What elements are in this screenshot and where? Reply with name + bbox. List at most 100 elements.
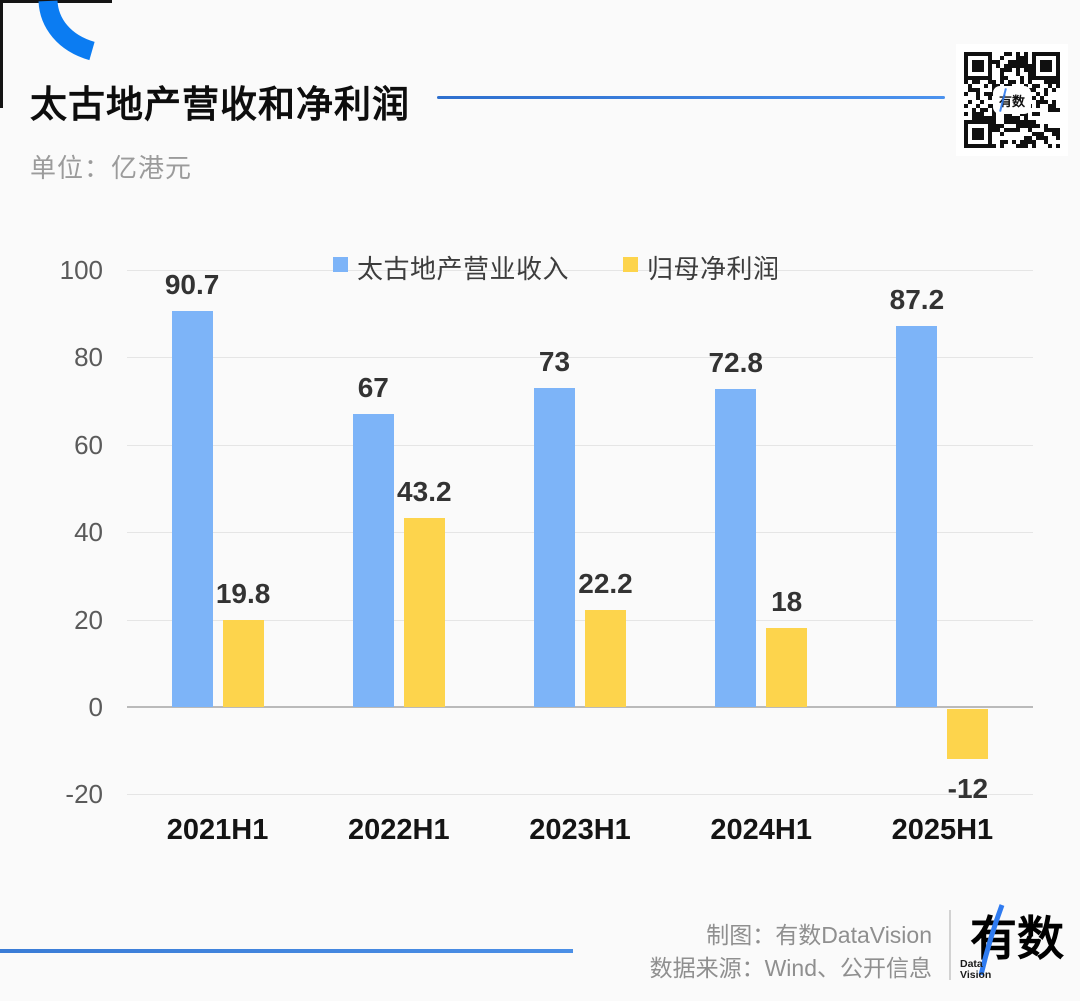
qr-module [988, 68, 992, 72]
qr-module [972, 112, 976, 116]
qr-module [984, 120, 988, 124]
qr-module [1052, 80, 1056, 84]
qr-module [972, 144, 976, 148]
qr-module [976, 116, 980, 120]
qr-module [1044, 52, 1048, 56]
qr-module [1020, 140, 1024, 144]
qr-module [1024, 136, 1028, 140]
qr-module [992, 60, 996, 64]
qr-module [1032, 144, 1036, 148]
qr-module [1016, 64, 1020, 68]
qr-module [1016, 56, 1020, 60]
qr-module [1056, 52, 1060, 56]
chart-legend: 太古地产营业收入 归母净利润 [333, 249, 780, 286]
qr-module [1016, 68, 1020, 72]
qr-module [1000, 140, 1004, 144]
qr-module [992, 112, 996, 116]
qr-module [1044, 140, 1048, 144]
qr-module [980, 132, 984, 136]
qr-module [980, 100, 984, 104]
qr-module [1032, 72, 1036, 76]
qr-module [1032, 76, 1036, 80]
qr-module [980, 120, 984, 124]
qr-module [1020, 64, 1024, 68]
qr-module [1052, 76, 1056, 80]
qr-module [1032, 112, 1036, 116]
qr-module [964, 80, 968, 84]
qr-module [1036, 124, 1040, 128]
footer-accent-line [0, 949, 573, 953]
qr-module [1056, 136, 1060, 140]
qr-module [976, 128, 980, 132]
qr-module [1032, 84, 1036, 88]
qr-module [1040, 52, 1044, 56]
legend-swatch-revenue-icon [333, 257, 348, 272]
qr-module [988, 80, 992, 84]
qr-module [984, 92, 988, 96]
qr-module [984, 84, 988, 88]
qr-module [1024, 68, 1028, 72]
qr-module [1000, 72, 1004, 76]
qr-module [1016, 60, 1020, 64]
qr-module [1008, 60, 1012, 64]
qr-module [1032, 56, 1036, 60]
qr-module [964, 104, 968, 108]
qr-module [1056, 80, 1060, 84]
qr-module [1028, 128, 1032, 132]
qr-module [1052, 88, 1056, 92]
qr-module [1040, 100, 1044, 104]
qr-module [996, 128, 1000, 132]
qr-module [1020, 144, 1024, 148]
qr-module [1044, 124, 1048, 128]
credit-maker: 制图：有数DataVision [706, 922, 932, 948]
legend-item-profit: 归母净利润 [623, 249, 780, 286]
footer-credits: 制图：有数DataVision 数据来源：Wind、公开信息 [650, 919, 932, 985]
qr-module [992, 120, 996, 124]
qr-module [1040, 96, 1044, 100]
qr-module [964, 144, 968, 148]
qr-module [1004, 116, 1008, 120]
qr-module [1012, 64, 1016, 68]
qr-module [1052, 52, 1056, 56]
qr-module [988, 72, 992, 76]
qr-module [1052, 128, 1056, 132]
legend-item-revenue: 太古地产营业收入 [333, 249, 569, 286]
qr-module [1008, 80, 1012, 84]
qr-module [1044, 68, 1048, 72]
qr-module [964, 140, 968, 144]
qr-module [1000, 144, 1004, 148]
qr-module [1012, 80, 1016, 84]
qr-module [980, 116, 984, 120]
qr-module [988, 56, 992, 60]
gridline-100 [127, 270, 1033, 271]
qr-module [996, 60, 1000, 64]
qr-module [1024, 144, 1028, 148]
qr-module [976, 52, 980, 56]
qr-module [1000, 132, 1004, 136]
qr-module [1056, 68, 1060, 72]
qr-module [1000, 80, 1004, 84]
qr-module [1008, 112, 1012, 116]
qr-module [1016, 116, 1020, 120]
qr-module [980, 144, 984, 148]
qr-module [1044, 60, 1048, 64]
qr-module [1032, 96, 1036, 100]
qr-module [1056, 128, 1060, 132]
qr-module [1024, 52, 1028, 56]
qr-module [1028, 140, 1032, 144]
bar-value-label-profit-2021H1: 19.8 [215, 578, 271, 610]
qr-module [1048, 144, 1052, 148]
y-tick-label-20: 20 [74, 604, 103, 635]
bar-profit-2025H1 [947, 709, 989, 760]
page-title: 太古地产营收和净利润 [30, 84, 410, 125]
y-tick-label-100: 100 [59, 255, 103, 285]
qr-module [1024, 56, 1028, 60]
qr-module [964, 52, 968, 56]
qr-module [1036, 132, 1040, 136]
qr-module [1004, 64, 1008, 68]
qr-module [988, 140, 992, 144]
qr-logo-text: 有数 [998, 93, 1025, 109]
qr-module [1056, 56, 1060, 60]
qr-module [1032, 132, 1036, 136]
